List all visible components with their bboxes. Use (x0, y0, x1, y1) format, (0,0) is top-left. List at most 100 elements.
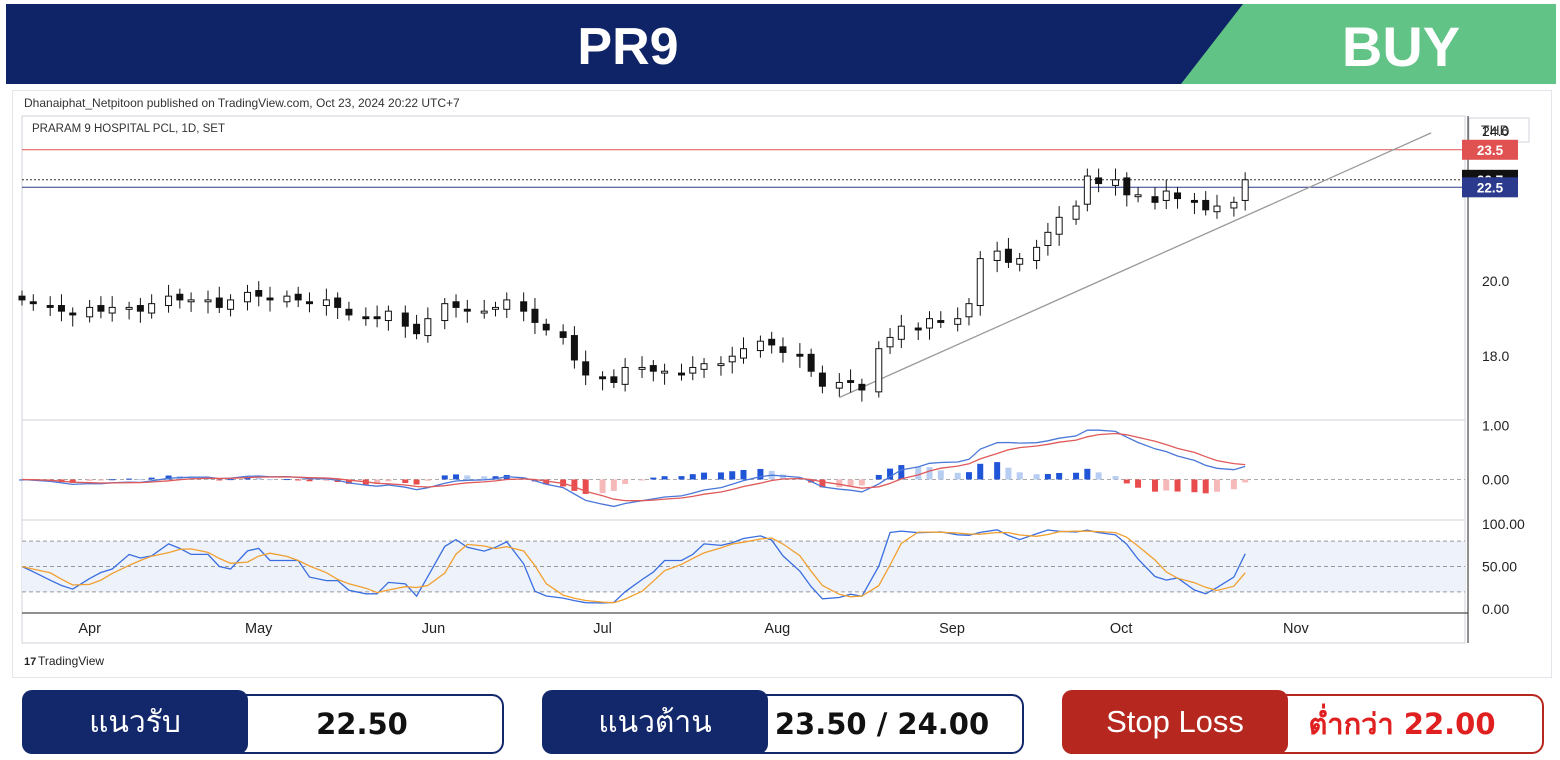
candle-body (305, 301, 313, 305)
candle-body (283, 295, 291, 303)
candle-body (728, 355, 736, 363)
candle-body (1033, 246, 1041, 261)
candle-body (570, 335, 578, 361)
candle-body (1213, 205, 1221, 213)
macd-hist-bar (836, 479, 843, 488)
macd-hist-bar (69, 479, 76, 483)
macd-hist-bar (1005, 467, 1012, 480)
support-value: 22.50 (222, 694, 504, 754)
stoch-d-line (21, 530, 1246, 604)
candle-body (914, 327, 922, 331)
candle-body (965, 303, 973, 318)
resistance-label: แนวต้าน (542, 690, 768, 754)
macd-hist-bar (464, 475, 471, 480)
candle-body (1055, 216, 1063, 235)
macd-hist-bar (1056, 472, 1063, 480)
macd-hist-bar (898, 465, 905, 480)
macd-hist-bar (1213, 479, 1220, 492)
tradingview-chart[interactable]: Dhanaiphat_Netpitoon published on Tradin… (12, 90, 1550, 676)
candle-body (542, 323, 550, 331)
candle-body (243, 291, 251, 303)
support-pill: 22.50 แนวรับ (22, 690, 504, 754)
macd-hist-bar (1174, 479, 1181, 492)
candle-body (677, 372, 685, 376)
signal-label: BUY (1342, 15, 1460, 78)
candle-body (1083, 175, 1091, 205)
macd-hist-bar (1135, 479, 1142, 488)
signal-badge-bg (1181, 4, 1556, 84)
macd-hist-bar (847, 479, 854, 486)
macd-hist-bar (1123, 479, 1130, 484)
macd-hist-bar (622, 479, 629, 484)
candle-body (362, 316, 370, 320)
macd-hist-bar (582, 479, 589, 494)
candle-body (700, 363, 708, 370)
instrument-label: PRARAM 9 HOSPITAL PCL, 1D, SET (32, 123, 225, 135)
candle-body (136, 305, 144, 312)
candle-body (29, 301, 37, 305)
candle-body (818, 372, 826, 387)
candle-body (69, 312, 77, 316)
candle-body (796, 353, 804, 357)
macd-hist-bar (492, 476, 499, 480)
candle-body (1134, 194, 1142, 198)
stoch-tick: 50.00 (1482, 559, 1517, 575)
price-tick: 24.0 (1482, 123, 1509, 139)
candle-body (227, 299, 235, 310)
candle-body (559, 331, 567, 338)
macd-hist-bar (402, 479, 409, 484)
price-tag-bg (1462, 139, 1518, 160)
candle-body (503, 299, 511, 310)
macd-hist-bar (1163, 479, 1170, 491)
candle-body (491, 306, 499, 310)
candle-body (926, 318, 934, 329)
candle-body (1044, 231, 1052, 246)
candle-body (1162, 190, 1170, 201)
published-line: Dhanaiphat_Netpitoon published on Tradin… (24, 96, 460, 110)
macd-hist-bar (165, 475, 172, 480)
macd-hist-bar (571, 479, 578, 491)
candle-body (401, 312, 409, 327)
macd-hist-bar (1230, 479, 1237, 490)
macd-hist-bar (858, 479, 865, 486)
macd-hist-bar (109, 479, 116, 481)
candle-body (452, 301, 460, 308)
candles (18, 168, 1249, 402)
resistance-value: 23.50 / 24.00 (742, 694, 1024, 754)
candle-body (1230, 201, 1238, 209)
candle-body (86, 306, 94, 318)
macd-hist-bar (701, 472, 708, 480)
macd-hist-bar (954, 472, 961, 480)
currency-label: THB (1481, 122, 1509, 138)
stoploss-label: Stop Loss (1062, 690, 1288, 754)
candle-body (1151, 196, 1159, 203)
macd-hist-bar (926, 467, 933, 480)
time-tick: Sep (939, 621, 965, 637)
candle-body (1241, 179, 1249, 201)
price-tick: 18.0 (1482, 348, 1509, 364)
candle-body (441, 303, 449, 322)
macd-hist-bar (1242, 479, 1249, 483)
candle-body (1095, 177, 1103, 185)
candle-body (1004, 248, 1012, 263)
price-tag-bg (1462, 177, 1518, 198)
macd-hist-bar (678, 476, 685, 480)
candle-body (807, 353, 815, 372)
macd-hist-bar (137, 479, 144, 481)
candle-body (1112, 179, 1120, 186)
candle-body (689, 366, 697, 374)
candle-body (1016, 258, 1024, 265)
stoch-k-line (21, 529, 1246, 604)
macd-hist-bar (283, 479, 290, 481)
candle-body (1174, 192, 1182, 200)
macd-hist-bar (729, 471, 736, 480)
macd-hist-bar (267, 479, 274, 481)
candle-body (610, 376, 618, 383)
trendline (839, 132, 1432, 399)
candle-body (266, 297, 274, 301)
candle-body (373, 316, 381, 320)
candle-body (993, 250, 1001, 261)
macd-hist-bar (216, 479, 223, 481)
candle-body (661, 370, 669, 374)
candle-body (531, 308, 539, 323)
